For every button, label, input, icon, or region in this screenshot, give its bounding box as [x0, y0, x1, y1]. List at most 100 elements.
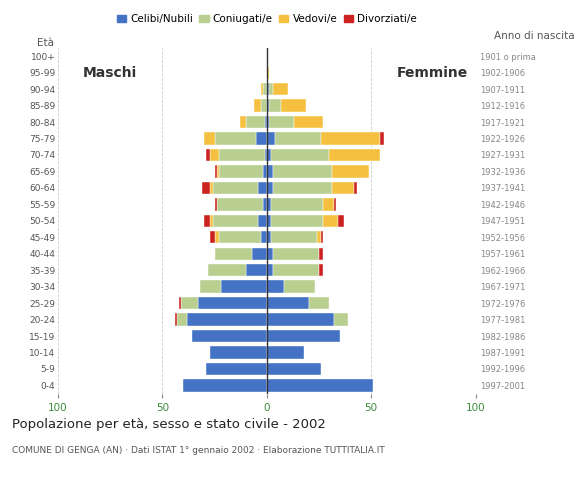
Bar [332, 165, 369, 178]
Bar [267, 363, 321, 375]
Bar [211, 149, 219, 161]
Bar [217, 165, 219, 178]
Bar [284, 280, 315, 293]
Bar [206, 363, 267, 375]
Bar [256, 132, 267, 144]
Bar [211, 346, 267, 359]
Bar [219, 165, 263, 178]
Bar [269, 116, 294, 128]
Bar [267, 116, 269, 128]
Bar [264, 149, 267, 161]
Bar [181, 297, 198, 309]
Bar [281, 99, 306, 112]
Text: Femmine: Femmine [396, 66, 467, 80]
Bar [177, 313, 187, 326]
Bar [294, 116, 323, 128]
Bar [263, 198, 267, 211]
Bar [267, 231, 271, 243]
Bar [191, 330, 267, 342]
Bar [273, 182, 332, 194]
Bar [267, 280, 284, 293]
Text: COMUNE DI GENGA (AN) · Dati ISTAT 1° gennaio 2002 · Elaborazione TUTTITALIA.IT: COMUNE DI GENGA (AN) · Dati ISTAT 1° gen… [12, 446, 385, 456]
Bar [219, 231, 260, 243]
Bar [319, 264, 323, 276]
Bar [259, 182, 267, 194]
Bar [271, 231, 317, 243]
Bar [260, 99, 267, 112]
Bar [211, 215, 212, 227]
Bar [321, 132, 379, 144]
Bar [183, 379, 267, 392]
Bar [269, 83, 273, 96]
Bar [329, 149, 379, 161]
Bar [269, 99, 281, 112]
Bar [332, 182, 354, 194]
Bar [264, 116, 267, 128]
Bar [206, 149, 211, 161]
Bar [379, 132, 384, 144]
Bar [323, 198, 333, 211]
Bar [204, 132, 215, 144]
Bar [267, 198, 271, 211]
Bar [263, 83, 267, 96]
Bar [240, 116, 246, 128]
Bar [215, 132, 256, 144]
Bar [267, 330, 340, 342]
Bar [208, 264, 246, 276]
Bar [179, 297, 181, 309]
Bar [246, 264, 267, 276]
Bar [267, 313, 334, 326]
Bar [187, 313, 267, 326]
Bar [254, 99, 260, 112]
Bar [323, 215, 338, 227]
Bar [271, 198, 323, 211]
Bar [267, 99, 269, 112]
Bar [212, 182, 259, 194]
Bar [252, 248, 267, 260]
Text: Popolazione per età, sesso e stato civile - 2002: Popolazione per età, sesso e stato civil… [12, 418, 325, 431]
Bar [275, 132, 321, 144]
Bar [273, 83, 288, 96]
Bar [215, 248, 252, 260]
Bar [267, 67, 269, 79]
Bar [321, 231, 323, 243]
Bar [271, 215, 323, 227]
Bar [211, 231, 215, 243]
Bar [309, 297, 329, 309]
Bar [319, 248, 323, 260]
Bar [354, 182, 357, 194]
Bar [273, 165, 332, 178]
Bar [338, 215, 344, 227]
Bar [267, 297, 309, 309]
Bar [267, 248, 273, 260]
Bar [221, 280, 267, 293]
Text: Anno di nascita: Anno di nascita [494, 31, 574, 41]
Bar [267, 215, 271, 227]
Bar [273, 248, 319, 260]
Bar [334, 313, 348, 326]
Bar [175, 313, 177, 326]
Bar [267, 379, 374, 392]
Bar [267, 346, 304, 359]
Bar [215, 198, 217, 211]
Bar [200, 280, 221, 293]
Bar [267, 132, 275, 144]
Bar [260, 231, 267, 243]
Bar [202, 182, 211, 194]
Bar [204, 215, 211, 227]
Bar [267, 182, 273, 194]
Bar [259, 215, 267, 227]
Bar [271, 149, 329, 161]
Bar [260, 83, 263, 96]
Bar [334, 198, 336, 211]
Bar [267, 149, 271, 161]
Bar [215, 231, 219, 243]
Bar [198, 297, 267, 309]
Bar [317, 231, 321, 243]
Text: Età: Età [37, 38, 54, 48]
Bar [263, 165, 267, 178]
Bar [212, 215, 259, 227]
Legend: Celibi/Nubili, Coniugati/e, Vedovi/e, Divorziati/e: Celibi/Nubili, Coniugati/e, Vedovi/e, Di… [113, 10, 421, 28]
Bar [219, 149, 264, 161]
Bar [267, 165, 273, 178]
